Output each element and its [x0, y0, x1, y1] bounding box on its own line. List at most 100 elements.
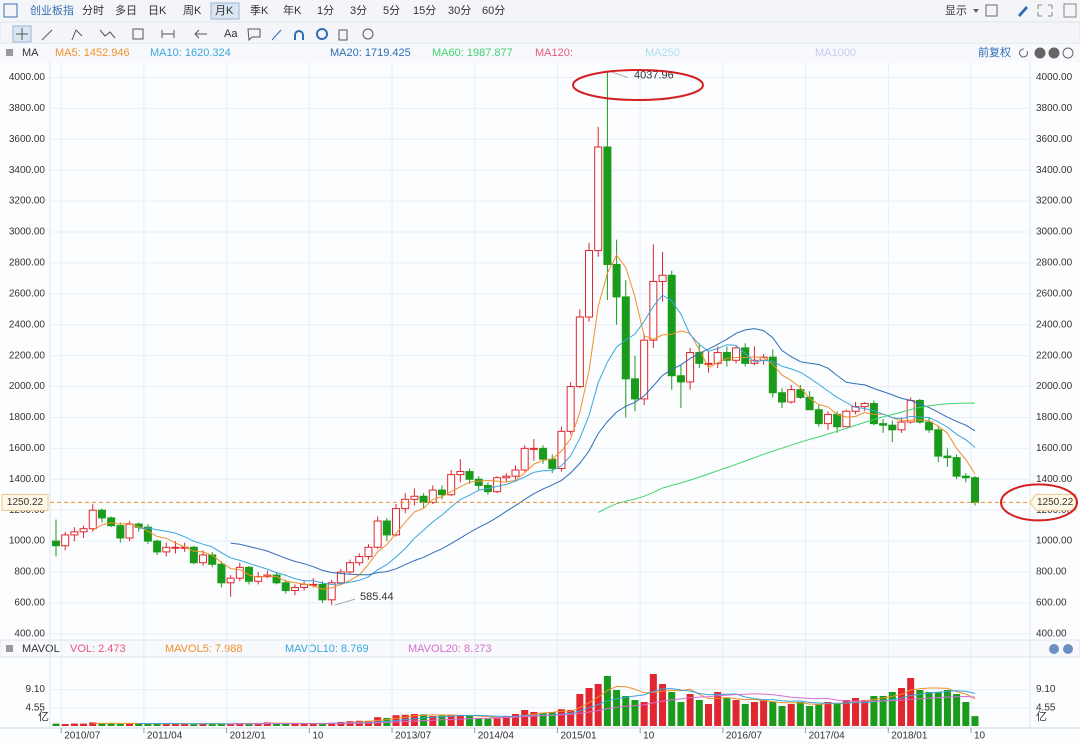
- volume-bar: [521, 710, 529, 726]
- period-tab[interactable]: 1分: [317, 4, 334, 17]
- volume-bar: [861, 700, 869, 726]
- candle-body: [88, 509, 97, 530]
- candle-body: [860, 403, 869, 408]
- y-tick-label: 2800.00: [9, 258, 46, 269]
- period-tab[interactable]: 周K: [183, 4, 202, 17]
- candle-body: [823, 413, 832, 425]
- last-price-box: [1, 493, 49, 511]
- candle-body: [437, 489, 446, 496]
- candle-body: [428, 489, 437, 503]
- font-tool[interactable]: Aa: [224, 28, 238, 40]
- period-tab[interactable]: 3分: [350, 4, 367, 17]
- candle-body: [529, 447, 538, 450]
- volume-legend-bar: [0, 639, 1080, 658]
- volume-bar: [796, 702, 804, 726]
- volume-bar: [852, 698, 860, 726]
- volume-bar: [943, 690, 951, 726]
- candle-body: [189, 546, 198, 564]
- mavol-line: [230, 693, 976, 725]
- ma-line: [138, 294, 976, 586]
- volume-collapse-icon[interactable]: [6, 645, 13, 652]
- comment-tool[interactable]: [247, 28, 261, 42]
- volume-bar: [833, 704, 841, 726]
- y-tick-label: 3400.00: [9, 165, 46, 176]
- y-tick-label-right: 3400.00: [1036, 165, 1073, 176]
- arrow-tool[interactable]: [194, 29, 207, 39]
- volume-bar: [484, 718, 492, 726]
- brush-tool[interactable]: [271, 29, 282, 41]
- period-tab[interactable]: 月K: [215, 5, 234, 17]
- y-tick-label: 3600.00: [9, 134, 46, 145]
- zoom-out-icon[interactable]: [1048, 47, 1060, 59]
- period-tab[interactable]: 季K: [250, 4, 269, 17]
- period-tab[interactable]: 15分: [413, 4, 436, 17]
- y-tick-label-right: 1400.00: [1036, 474, 1073, 485]
- volume-bar: [548, 712, 556, 726]
- volume-bar: [842, 700, 850, 726]
- y-tick-label-right: 3800.00: [1036, 103, 1073, 114]
- volume-tick-label: 4.55: [26, 702, 46, 713]
- candle-body: [704, 362, 713, 365]
- pen-icon[interactable]: [1018, 6, 1028, 17]
- candle-body: [254, 576, 263, 582]
- vol-legend-item: MAVOL20: 8.273: [408, 643, 492, 655]
- display-menu[interactable]: 显示: [945, 4, 967, 17]
- volume-bar: [897, 688, 905, 726]
- candle-body: [79, 528, 88, 533]
- volume-bar: [410, 714, 418, 726]
- measure-tool[interactable]: [161, 30, 175, 38]
- volume-close-icon[interactable]: [1063, 644, 1073, 654]
- shape-tool[interactable]: [132, 28, 144, 40]
- candle-body: [686, 352, 695, 383]
- eye-tool[interactable]: [316, 28, 328, 40]
- volume-bar: [61, 724, 69, 726]
- vol-legend-item: MAVOL5: 7.988: [165, 643, 242, 655]
- magnet-tool[interactable]: [294, 30, 304, 40]
- candle-body: [897, 421, 906, 431]
- candle-body: [851, 406, 860, 412]
- trash-tool[interactable]: [338, 29, 348, 41]
- vol-legend-item: VOL: 2.473: [70, 643, 126, 655]
- link-tool[interactable]: [362, 28, 374, 40]
- fullscreen-icon[interactable]: [1037, 4, 1053, 17]
- wave-tool[interactable]: [99, 29, 116, 39]
- x-tick-label: 2018/01: [891, 731, 928, 742]
- sidebar-toggle[interactable]: [3, 3, 18, 18]
- indicator-name: MA: [22, 47, 39, 59]
- settings-icon[interactable]: [1063, 3, 1077, 18]
- candle-body: [143, 526, 152, 542]
- candle-body: [419, 495, 428, 503]
- zoom-in-icon[interactable]: [1034, 47, 1046, 59]
- period-tab[interactable]: 日K: [148, 5, 167, 17]
- line-tool[interactable]: [41, 29, 53, 41]
- volume-bar: [502, 716, 510, 726]
- checkbox[interactable]: [985, 4, 998, 17]
- volume-bar: [319, 723, 327, 726]
- period-tab[interactable]: 60分: [482, 4, 505, 17]
- period-tab[interactable]: 30分: [448, 4, 471, 17]
- candle-body: [961, 475, 970, 479]
- collapse-icon[interactable]: [6, 49, 13, 56]
- y-tick-label: 2000.00: [9, 381, 46, 392]
- volume-settings-icon[interactable]: [1049, 644, 1059, 654]
- polyline-tool[interactable]: [71, 29, 83, 41]
- period-tab[interactable]: 分时: [82, 4, 104, 17]
- y-tick-label: 1400.00: [9, 474, 46, 485]
- close-icon[interactable]: [1062, 47, 1074, 59]
- adjust-mode[interactable]: 前复权: [978, 45, 1011, 59]
- volume-bar: [512, 714, 519, 726]
- period-tab[interactable]: 年K: [283, 3, 302, 17]
- ma-legend-item: MA10: 1620.324: [150, 47, 231, 59]
- period-tab[interactable]: 5分: [383, 4, 400, 17]
- volume-bar: [300, 724, 308, 726]
- candle-body: [741, 347, 750, 364]
- candle-body: [465, 471, 474, 480]
- volume-bar: [640, 702, 648, 726]
- reset-icon[interactable]: [1019, 48, 1028, 58]
- volume-bar: [539, 712, 547, 726]
- volume-bar: [263, 722, 271, 726]
- volume-bar: [686, 694, 694, 726]
- candle-body: [796, 389, 805, 398]
- index-name[interactable]: 创业板指: [30, 3, 74, 17]
- period-tab[interactable]: 多日: [115, 3, 137, 17]
